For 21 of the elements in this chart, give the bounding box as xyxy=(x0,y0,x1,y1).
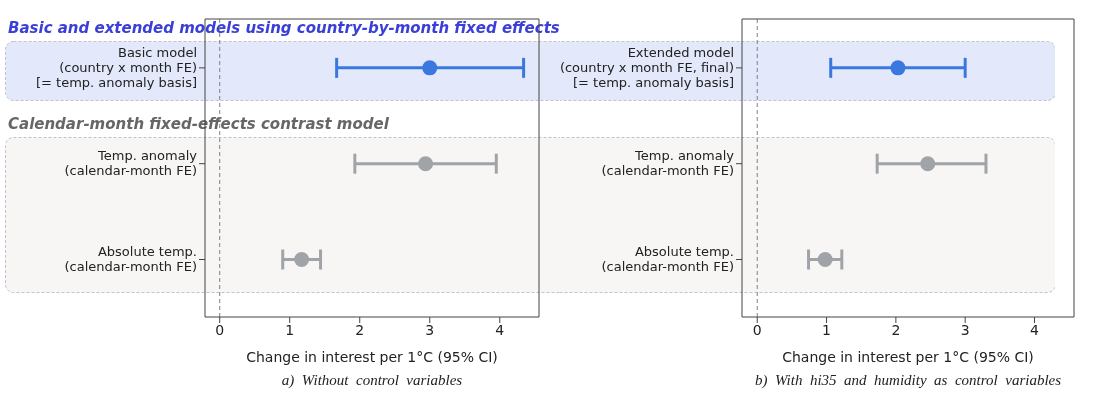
x-tick-label: 0 xyxy=(215,321,225,338)
x-tick-label: 2 xyxy=(355,321,365,338)
y-tick-label: Absolute temp. (calendar-month FE) xyxy=(64,243,197,274)
band-label: Basic and extended models using country-by-month fixed effects xyxy=(8,18,560,37)
x-tick-label: 4 xyxy=(1030,321,1040,338)
x-tick-label: 3 xyxy=(960,321,970,338)
x-tick-label: 3 xyxy=(425,321,435,338)
x-axis-title: Change in interest per 1°C (95% CI) xyxy=(782,349,1034,365)
x-tick-label: 1 xyxy=(822,321,832,338)
x-tick-label: 2 xyxy=(891,321,901,338)
y-tick-label: Basic model (country x month FE) [= temp. anomaly basis] xyxy=(35,44,197,90)
x-axis-title: Change in interest per 1°C (95% CI) xyxy=(246,349,498,365)
y-tick-label: Absolute temp. (calendar-month FE) xyxy=(601,243,734,274)
y-tick-label: Temp. anomaly (calendar-month FE) xyxy=(64,147,198,178)
text: a) Without control variables xyxy=(280,372,464,389)
x-tick-label: 1 xyxy=(285,321,295,338)
y-tick-label: Temp. anomaly (calendar-month FE) xyxy=(601,147,735,178)
y-tick-label: Extended model (country x month FE, final) [= temp. anomaly basis] xyxy=(559,44,734,90)
text: b) With hi35 and humidity as control variables xyxy=(753,372,1063,389)
x-tick-label: 4 xyxy=(495,321,505,338)
x-tick-label: 0 xyxy=(752,321,762,338)
